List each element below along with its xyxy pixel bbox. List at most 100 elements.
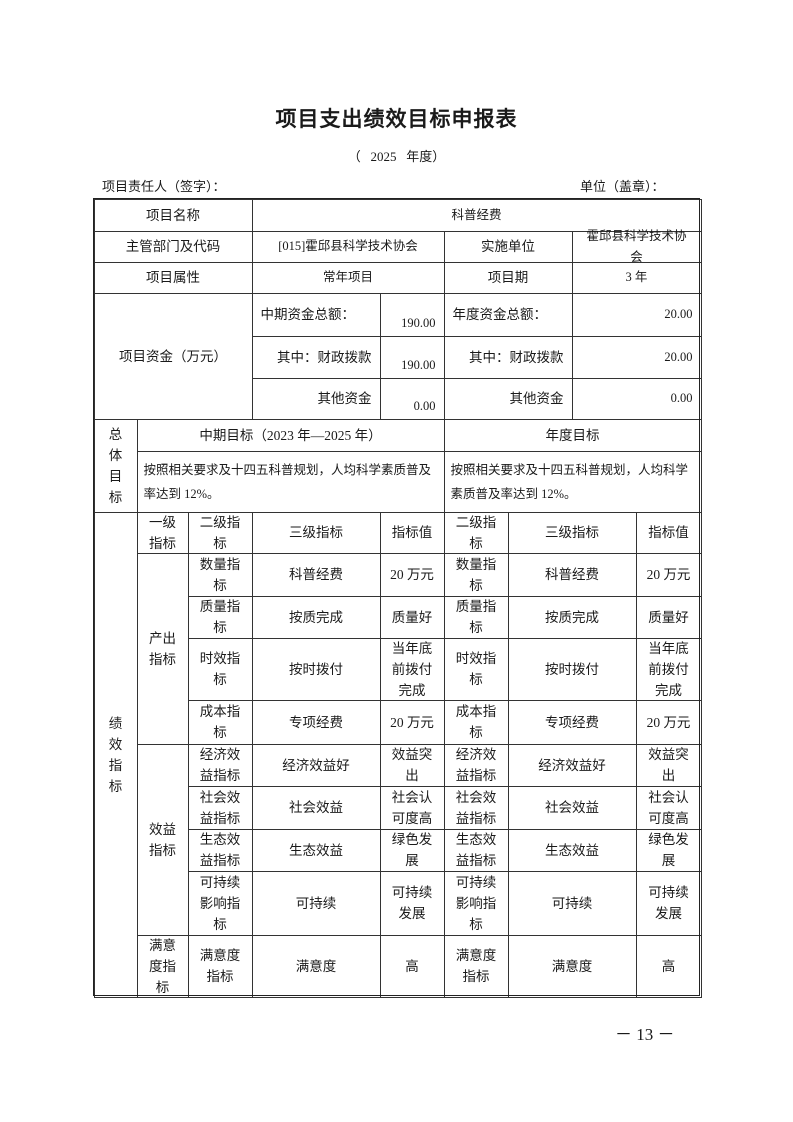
indicator-level2: 成本指标 — [199, 704, 241, 740]
indicator-value: 绿色发展 — [391, 832, 433, 868]
header-value-annual-cell: 指标值 — [635, 511, 702, 554]
indicator-level2-annual-cell: 可持续影响指标 — [443, 870, 509, 936]
indicator-value-annual: 20 万元 — [646, 567, 691, 582]
indicator-level2-annual: 可持续影响指标 — [455, 874, 497, 932]
funds-label-cell: 项目资金（万元） — [93, 292, 253, 420]
year-goal-text-cell: 按照相关要求及十四五科普规划，人均科学素质普及率达到 12%。 — [443, 450, 702, 513]
indicator-level3-annual-cell: 可持续 — [507, 870, 637, 936]
year-other-value: 0.00 — [670, 391, 693, 405]
indicator-level3-annual-cell: 按质完成 — [507, 595, 637, 639]
indicator-level2-cell: 时效指标 — [187, 637, 253, 701]
indicator-value-annual-cell: 效益突出 — [635, 743, 702, 787]
header-value-cell: 指标值 — [379, 511, 445, 554]
indicators-label-cell: 绩效指标 — [93, 511, 138, 998]
year-goal-text: 按照相关要求及十四五科普规划，人均科学素质普及率达到 12%。 — [450, 462, 689, 501]
year-line: （ 2025 年度） — [347, 149, 446, 164]
indicator-value-annual: 当年底前拨付完成 — [648, 640, 689, 698]
indicator-level3: 按质完成 — [289, 609, 343, 625]
indicator-value: 社会认可度高 — [391, 789, 433, 826]
project-attr-value: 常年项目 — [322, 270, 373, 284]
year-fiscal-label: 其中：财政拨款 — [469, 349, 564, 365]
year-fiscal-label-cell: 其中：财政拨款 — [443, 335, 573, 379]
indicator-level3-cell: 按时拨付 — [251, 637, 381, 701]
dept-value-cell: [015]霍邱县科学技术协会 — [251, 230, 445, 263]
indicator-value: 质量好 — [391, 609, 433, 625]
indicator-level2: 经济效益指标 — [199, 747, 241, 783]
indicator-level2-cell: 社会效益指标 — [187, 785, 253, 830]
indicator-level2-annual: 经济效益指标 — [455, 747, 497, 783]
indicator-level3-annual: 经济效益好 — [538, 757, 606, 773]
mid-total-label-cell: 中期资金总额： — [251, 292, 381, 337]
indicator-value-cell: 20 万元 — [379, 552, 445, 597]
mid-other-label-cell: 其他资金 — [251, 377, 381, 420]
indicator-level3: 生态效益 — [289, 842, 343, 858]
header-level3: 三级指标 — [289, 525, 343, 540]
indicator-value-annual-cell: 社会认可度高 — [635, 785, 702, 830]
year-total-value: 20.00 — [664, 307, 693, 321]
indicator-value-cell: 效益突出 — [379, 743, 445, 787]
indicator-level2: 社会效益指标 — [199, 789, 241, 826]
indicator-level3-cell: 生态效益 — [251, 828, 381, 872]
indicator-level3-annual-cell: 专项经费 — [507, 699, 637, 745]
indicator-value-annual-cell: 当年底前拨付完成 — [635, 637, 702, 701]
indicator-value-annual-cell: 可持续发展 — [635, 870, 702, 936]
indicator-level3-cell: 社会效益 — [251, 785, 381, 830]
indicator-value: 高 — [405, 958, 419, 974]
header-value: 指标值 — [391, 525, 433, 540]
indicator-level3-annual-cell: 社会效益 — [507, 785, 637, 830]
indicator-value: 当年底前拨付完成 — [391, 640, 433, 698]
indicator-value: 20 万元 — [390, 714, 434, 730]
mid-goal-text-cell: 按照相关要求及十四五科普规划，人均科学素质普及率达到 12%。 — [136, 450, 445, 513]
indicator-level3: 可持续 — [295, 895, 337, 911]
indicator-level2: 时效指标 — [199, 651, 241, 687]
indicator-level2-annual: 社会效益指标 — [455, 789, 497, 826]
mid-other-label: 其他资金 — [317, 391, 372, 406]
project-name-value: 科普经费 — [451, 207, 502, 222]
mid-other-value-cell: 0.00 — [379, 377, 445, 420]
indicator-value-cell: 高 — [379, 934, 445, 998]
mid-other-value: 0.00 — [413, 398, 436, 413]
year-other-label-cell: 其他资金 — [443, 377, 573, 420]
indicator-level2-cell: 质量指标 — [187, 595, 253, 639]
year-goal-header-cell: 年度目标 — [443, 418, 702, 452]
indicators-label: 绩效指标 — [108, 715, 123, 794]
year-other-value-cell: 0.00 — [571, 377, 702, 420]
dept-label: 主管部门及代码 — [125, 239, 221, 254]
indicator-level3-annual-cell: 满意度 — [507, 934, 637, 998]
indicator-value-cell: 当年底前拨付完成 — [379, 637, 445, 701]
unit-seal-label: 单位（盖章）： — [580, 179, 665, 194]
indicator-level3-cell: 可持续 — [251, 870, 381, 936]
header-level1: 一级指标 — [149, 514, 176, 551]
mid-goal-header: 中期目标（2023 年—2025 年） — [199, 427, 382, 443]
indicator-value-annual: 社会认可度高 — [648, 789, 689, 826]
impl-unit-label-cell: 实施单位 — [443, 230, 573, 263]
indicator-level2: 满意度指标 — [199, 948, 241, 984]
indicator-level2-annual-cell: 成本指标 — [443, 699, 509, 745]
year-total-value-cell: 20.00 — [571, 292, 702, 337]
header-level2-annual: 二级指标 — [455, 514, 497, 551]
funds-label: 项目资金（万元） — [119, 348, 227, 364]
indicator-level3-annual: 科普经费 — [545, 567, 599, 582]
indicator-level2: 可持续影响指标 — [199, 874, 241, 932]
indicator-level3-annual-cell: 按时拨付 — [507, 637, 637, 701]
indicator-level2: 质量指标 — [199, 599, 241, 635]
indicator-level3-cell: 满意度 — [251, 934, 381, 998]
indicator-level2-annual: 时效指标 — [455, 651, 497, 687]
indicator-level3: 满意度 — [295, 958, 337, 974]
mid-fiscal-value: 190.00 — [401, 357, 436, 372]
group-output: 产出指标 — [149, 630, 176, 667]
group-benefit: 效益指标 — [149, 821, 176, 858]
project-period-value: 3 年 — [625, 270, 648, 284]
indicator-level3-cell: 经济效益好 — [251, 743, 381, 787]
mid-total-value-cell: 190.00 — [379, 292, 445, 337]
header-level3-annual-cell: 三级指标 — [507, 511, 637, 554]
project-period-label-cell: 项目期 — [443, 261, 573, 294]
indicator-level2-annual-cell: 时效指标 — [443, 637, 509, 701]
page-number: － 13 － — [615, 1025, 675, 1044]
mid-fiscal-label: 其中：财政拨款 — [277, 349, 372, 365]
indicator-value-annual: 绿色发展 — [648, 832, 689, 868]
year-other-label: 其他资金 — [509, 391, 564, 406]
header-value-annual: 指标值 — [648, 525, 689, 540]
project-period-value-cell: 3 年 — [571, 261, 702, 294]
